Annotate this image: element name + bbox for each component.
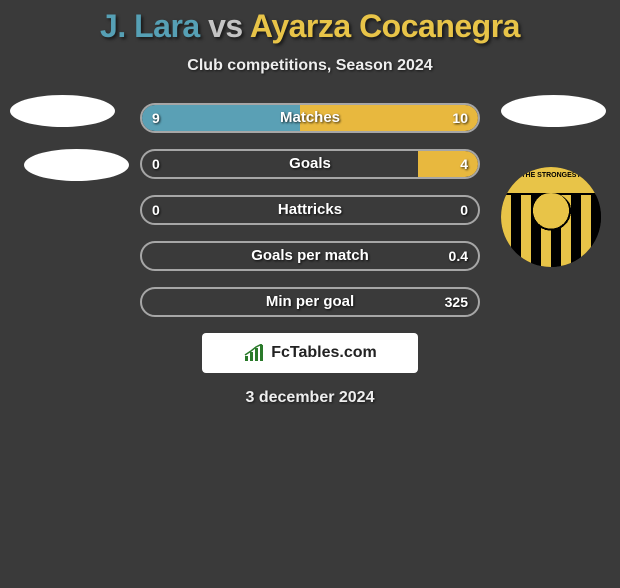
bar-row: 0 0Hattricks (140, 195, 480, 225)
bar-row: 0.4Goals per match (140, 241, 480, 271)
player1-badge-1 (10, 95, 115, 127)
date-text: 3 december 2024 (0, 389, 620, 407)
bars-container: 910Matches04Goals00Hattricks0.4Goals per… (140, 103, 480, 317)
chart-icon (243, 344, 267, 362)
bar-label: Min per goal (142, 289, 478, 315)
player2-badge-1 (501, 95, 606, 127)
bar-value-left: 0 (152, 151, 160, 177)
vs-text: vs (208, 8, 243, 44)
player1-badges (10, 95, 129, 203)
bar-value-right: 10 (452, 105, 468, 131)
page-title: J. Lara vs Ayarza Cocanegra (0, 8, 620, 45)
bar-value-left: 9 (152, 105, 160, 131)
bar-label: Goals per match (142, 243, 478, 269)
brand-text: FcTables.com (271, 344, 377, 362)
club-crest: THE STRONGEST (501, 167, 601, 267)
bar-value-right: 0 (460, 197, 468, 223)
bar-row: 325Min per goal (140, 287, 480, 317)
player2-badges: THE STRONGEST (501, 95, 606, 267)
bar-value-right: 4 (460, 151, 468, 177)
subtitle: Club competitions, Season 2024 (0, 57, 620, 75)
bar-fill-right (418, 151, 478, 177)
bar-value-left: 0 (152, 197, 160, 223)
player2-name: Ayarza Cocanegra (250, 8, 520, 44)
player1-badge-2 (24, 149, 129, 181)
comparison-chart: THE STRONGEST 910Matches04Goals00Hattric… (0, 103, 620, 317)
crest-top-text: THE STRONGEST (501, 167, 601, 195)
brand-box: FcTables.com (202, 333, 418, 373)
bar-value-right: 325 (445, 289, 468, 315)
bar-row: 04Goals (140, 149, 480, 179)
player1-name: J. Lara (100, 8, 200, 44)
bar-fill-left (142, 105, 300, 131)
bar-row: 910Matches (140, 103, 480, 133)
tiger-icon (529, 193, 573, 237)
bar-label: Hattricks (142, 197, 478, 223)
bar-value-right: 0.4 (449, 243, 468, 269)
